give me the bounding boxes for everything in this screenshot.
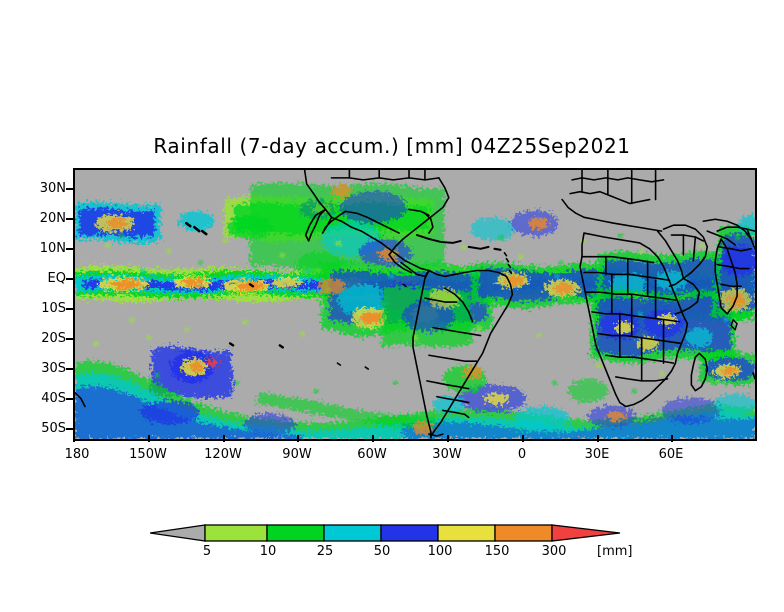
colorbar-tick-label: 100: [427, 544, 453, 559]
map-plot-area: [73, 168, 757, 441]
y-tick-label: 10N: [39, 241, 66, 256]
y-tick-label: EQ: [47, 271, 66, 286]
page-title: Rainfall (7-day accum.) [mm] 04Z25Sep202…: [153, 134, 631, 158]
colorbar-swatch-100-150: [437, 524, 496, 542]
colorbar-swatch-150-300: [494, 524, 553, 542]
colorbar-tick-label: 300: [541, 544, 567, 559]
x-tick-label: 60E: [658, 447, 684, 462]
x-tick-label: 90W: [282, 447, 312, 462]
colorbar-tick-label: 25: [316, 544, 334, 559]
colorbar-swatches: [150, 524, 621, 542]
x-tick-label: 30E: [584, 447, 610, 462]
y-tick-label: 30S: [41, 361, 66, 376]
colorbar-tick-label: 50: [373, 544, 391, 559]
x-tick-label: 0: [517, 447, 527, 462]
colorbar-swatch-5-10: [204, 524, 268, 542]
colorbar-swatch-over: [551, 524, 621, 542]
rainfall-raster: [75, 170, 755, 439]
y-tick-label: 10S: [41, 301, 66, 316]
y-tick-label: 30N: [39, 181, 66, 196]
colorbar-swatch-50-100: [380, 524, 439, 542]
colorbar-tick-labels: 5 10 25 50 100 150 300: [150, 544, 650, 564]
x-tick-label: 120W: [204, 447, 242, 462]
y-tick-label: 40S: [41, 391, 66, 406]
colorbar-swatch-25-50: [323, 524, 382, 542]
x-tick-label: 60W: [357, 447, 387, 462]
y-tick-label: 50S: [41, 421, 66, 436]
colorbar-unit-label: [mm]: [597, 544, 633, 559]
colorbar-tick-label: 150: [484, 544, 510, 559]
colorbar-tick-label: 10: [259, 544, 277, 559]
x-axis-labels: 180 150W 120W 90W 60W 30W 0 30E 60E: [65, 435, 757, 468]
x-tick-label: 150W: [129, 447, 167, 462]
colorbar-swatch-under: [150, 524, 206, 542]
y-axis-labels: 30N 20N 10N EQ 10S 20S 30S 40S 50S: [14, 168, 66, 441]
y-tick-label: 20S: [41, 331, 66, 346]
x-tick-label: 30W: [432, 447, 462, 462]
x-tick-label: 180: [64, 447, 90, 462]
colorbar-swatch-10-25: [266, 524, 325, 542]
y-tick-label: 20N: [39, 211, 66, 226]
colorbar-tick-label: 5: [202, 544, 212, 559]
colorbar: 5 10 25 50 100 150 300 [mm]: [150, 522, 650, 572]
